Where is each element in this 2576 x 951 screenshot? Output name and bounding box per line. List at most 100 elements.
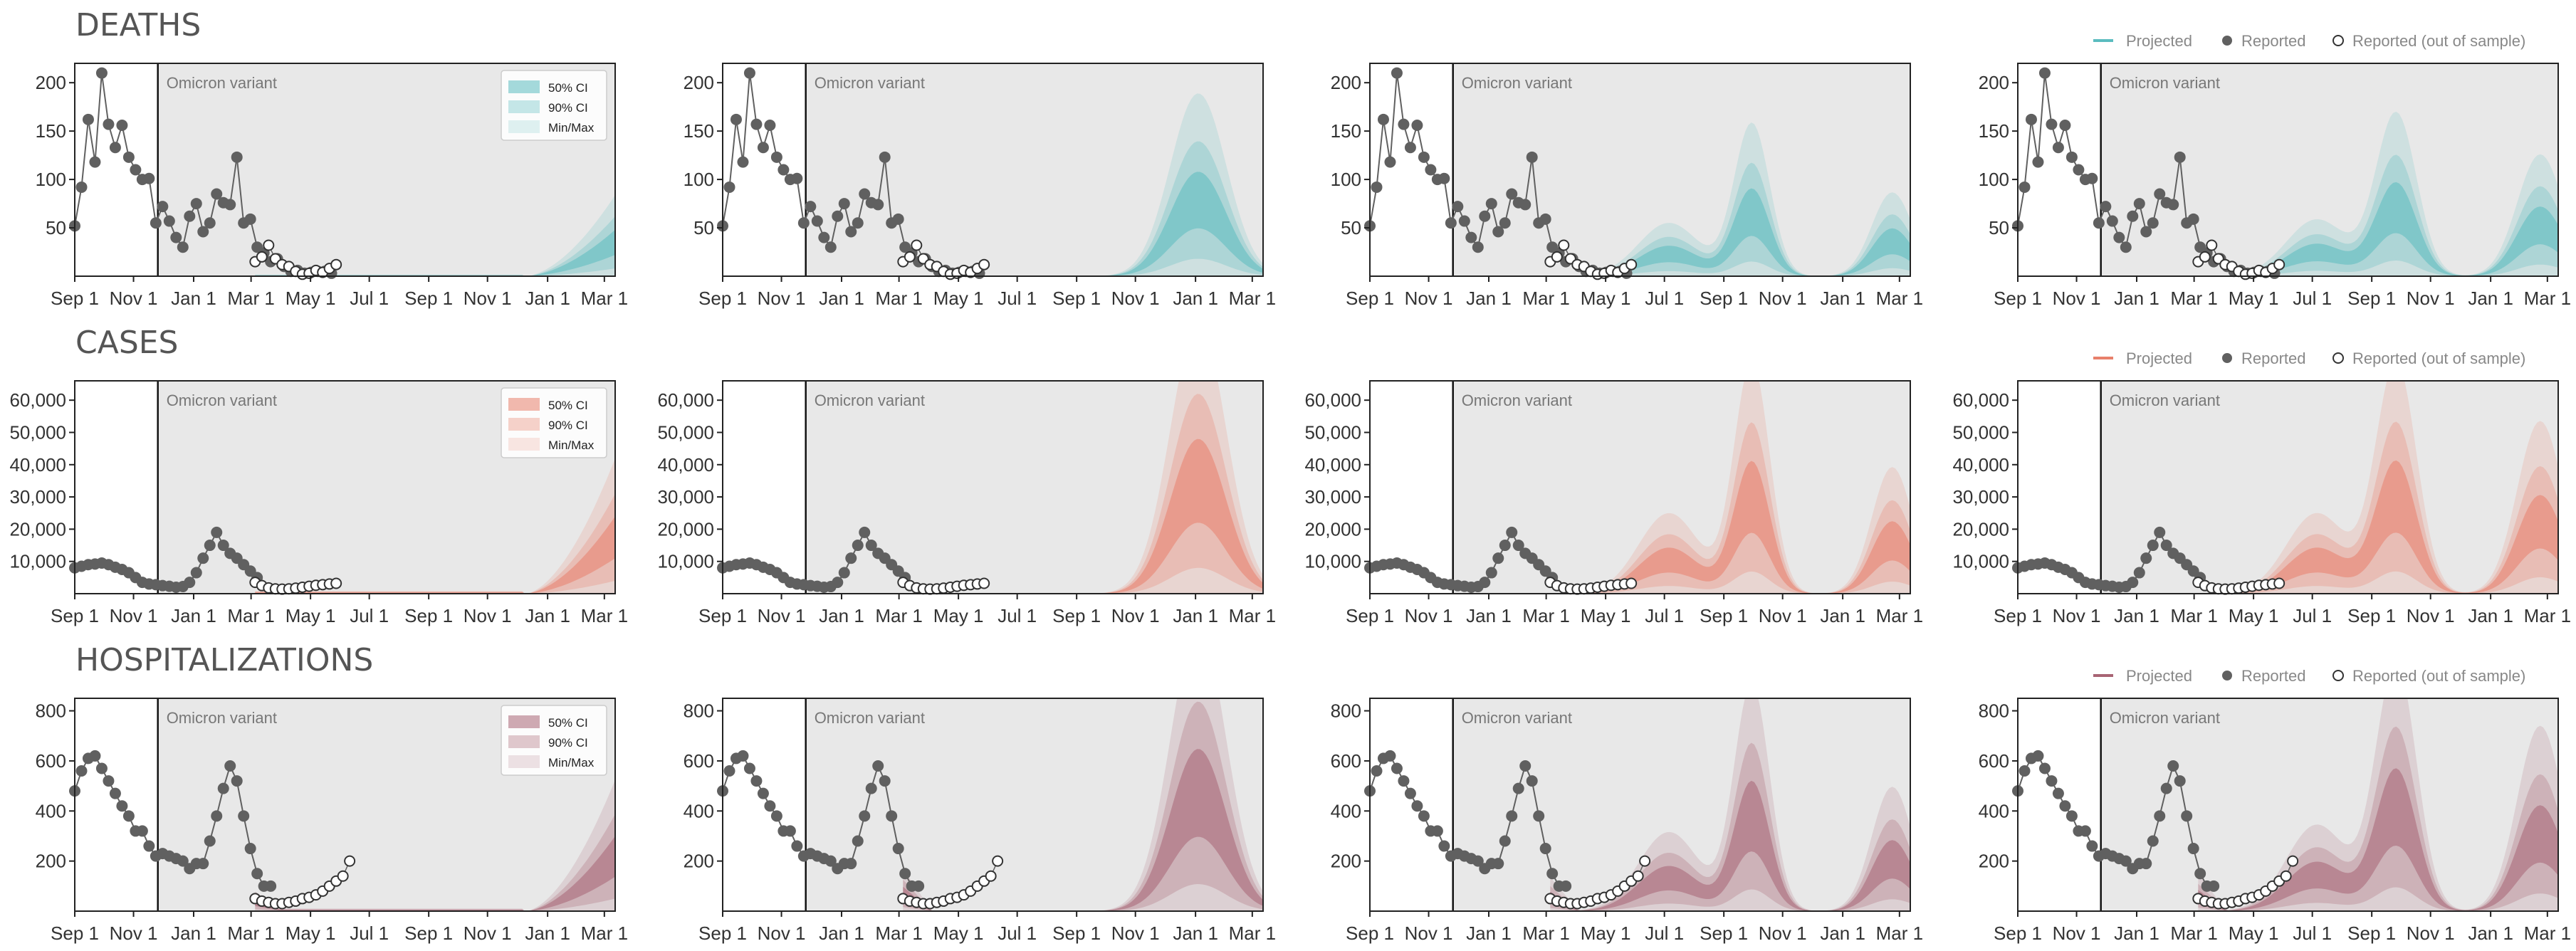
section-title-deaths: DEATHS <box>75 7 201 43</box>
x-tick-label: Mar 1 <box>2170 923 2217 944</box>
reported-point <box>2140 552 2152 564</box>
reported-point <box>2046 775 2058 787</box>
reported-point <box>2154 810 2166 822</box>
x-tick-label: Nov 1 <box>1405 923 1453 944</box>
reported-point <box>1371 181 1383 193</box>
reported-point <box>217 782 229 794</box>
panel-cases-2: Omicron variant 10,000 20,000 30,000 40,000 5… <box>657 380 1276 626</box>
reported-point <box>109 142 121 154</box>
x-tick-label: Mar 1 <box>581 923 628 944</box>
x-tick-label: May 1 <box>286 605 336 626</box>
ci-legend-label: Min/Max <box>548 438 595 452</box>
x-tick-label: Nov 1 <box>2407 288 2455 309</box>
out-of-sample-point <box>992 855 1004 867</box>
reported-point <box>197 226 209 238</box>
x-tick-label: Sep 1 <box>51 923 99 944</box>
out-of-sample-point <box>978 258 990 270</box>
reported-point <box>190 567 202 579</box>
reported-point <box>757 787 769 799</box>
reported-point <box>2032 750 2044 762</box>
x-tick-label: Nov 1 <box>2053 923 2101 944</box>
panel-hospitalizations-2: Omicron variant 200 400 600 800 Sep 1 Nov 1 Jan… <box>684 698 1276 944</box>
x-tick-label: Nov 1 <box>2407 605 2455 626</box>
reported-point <box>89 156 101 168</box>
x-tick-label: Mar 1 <box>581 288 628 309</box>
x-tick-label: Mar 1 <box>1876 288 1923 309</box>
reported-point <box>170 231 182 243</box>
reported-point <box>743 762 755 774</box>
reported-point <box>103 118 115 130</box>
reported-point <box>865 540 877 552</box>
x-tick-label: Sep 1 <box>404 923 453 944</box>
x-tick-label: Sep 1 <box>1994 923 2042 944</box>
reported-point <box>859 810 871 822</box>
x-tick-label: Jan 1 <box>1820 288 1865 309</box>
y-tick-label: 400 <box>36 800 66 821</box>
x-tick-label: Jul 1 <box>350 288 389 309</box>
projection-bands <box>1550 381 1910 594</box>
reported-point <box>1560 880 1572 892</box>
panel-hospitalizations-1: Omicron variant 200 400 600 800 Sep 1 Nov 1 Jan… <box>36 698 628 944</box>
out-of-sample-point <box>344 855 356 867</box>
ci90-band <box>255 216 615 276</box>
omicron-annotation: Omicron variant <box>167 709 277 727</box>
reported-point <box>75 181 88 193</box>
reported-point <box>872 199 884 211</box>
x-tick-label: May 1 <box>286 288 336 309</box>
y-tick-label: 200 <box>1331 851 1361 872</box>
y-tick-label: 10,000 <box>1304 551 1361 572</box>
omicron-annotation: Omicron variant <box>167 392 277 409</box>
reported-point <box>2086 172 2098 184</box>
panel-frame <box>2017 63 2559 277</box>
reported-point <box>143 172 155 184</box>
panel-hospitalizations-3: Omicron variant 200 400 600 800 Sep 1 Nov 1 Jan… <box>1331 698 1923 944</box>
reported-point <box>103 775 115 787</box>
x-tick-label: Sep 1 <box>1994 605 2042 626</box>
reported-point <box>2032 156 2044 168</box>
reported-point <box>1458 215 1470 227</box>
ci90-band <box>1550 742 1910 911</box>
y-tick-label: 50 <box>1341 217 1361 238</box>
out-of-sample-point <box>2287 855 2299 867</box>
reported-point <box>1384 156 1396 168</box>
reported-point <box>1438 172 1450 184</box>
panel-frame <box>722 63 1264 277</box>
out-of-sample-point <box>2280 870 2292 882</box>
reported-point <box>177 855 189 867</box>
x-tick-label: Sep 1 <box>698 605 747 626</box>
legend-reported-label: Reported <box>2241 667 2306 685</box>
y-tick-label: 600 <box>684 750 714 772</box>
reported-point <box>1371 765 1383 777</box>
omicron-annotation: Omicron variant <box>815 74 925 92</box>
omicron-annotation: Omicron variant <box>2110 709 2220 727</box>
reported-point <box>723 765 735 777</box>
x-tick-label: Nov 1 <box>1405 605 1453 626</box>
reported-point <box>1492 226 1504 238</box>
reported-point <box>211 188 223 200</box>
reported-point <box>2140 858 2152 870</box>
legend-projected-label: Projected <box>2126 350 2192 367</box>
out-of-sample-point <box>263 239 275 251</box>
x-tick-label: Mar 1 <box>1876 605 1923 626</box>
reported-point <box>1377 113 1389 125</box>
x-tick-label: Sep 1 <box>404 288 453 309</box>
reported-point <box>791 172 803 184</box>
x-tick-label: Jan 1 <box>1466 288 1512 309</box>
reported-point <box>1499 835 1511 847</box>
omicron-annotation: Omicron variant <box>2110 74 2220 92</box>
x-tick-label: Jul 1 <box>998 288 1037 309</box>
reported-point <box>130 164 142 176</box>
x-tick-label: Jan 1 <box>1466 923 1512 944</box>
x-tick-label: Sep 1 <box>1700 288 1748 309</box>
reported-point <box>1479 577 1491 589</box>
legend-out-of-sample-label: Reported (out of sample) <box>2352 32 2525 50</box>
y-tick-label: 200 <box>684 851 714 872</box>
y-tick-label: 800 <box>1331 700 1361 722</box>
reported-point <box>824 241 837 253</box>
reported-point <box>75 765 88 777</box>
x-tick-label: Jan 1 <box>819 605 864 626</box>
reported-point <box>157 201 169 213</box>
reported-point <box>1472 241 1484 253</box>
x-tick-label: Mar 1 <box>1229 288 1276 309</box>
reported-point <box>265 880 277 892</box>
